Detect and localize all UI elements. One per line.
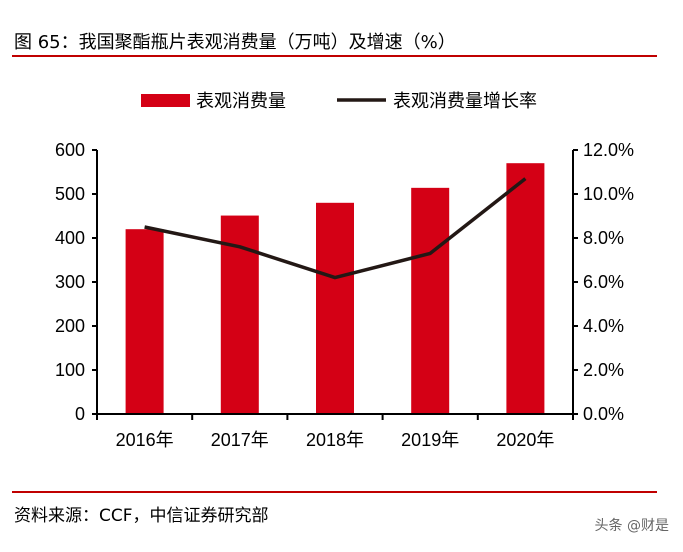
left-tick-label-3: 300 [55,272,85,292]
legend-bar-label: 表观消费量 [196,91,286,111]
right-tick-label-4: 8.0% [583,228,624,248]
x-tick-label-1: 2017年 [211,430,269,450]
chart-title: 图 65：我国聚酯瓶片表观消费量（万吨）及增速（%） [14,32,456,53]
source-note: 资料来源：CCF，中信证券研究部 [14,506,269,526]
x-tick-label-2: 2018年 [306,430,364,450]
bar-2 [316,202,354,414]
x-tick-label-4: 2020年 [496,430,554,450]
left-tick-label-0: 0 [75,404,85,424]
bar-3 [411,187,450,414]
right-tick-label-0: 0.0% [583,404,624,424]
right-tick-label-5: 10.0% [583,184,634,204]
legend-bar-swatch [141,94,190,107]
left-tick-label-6: 600 [55,140,85,160]
left-tick-label-5: 500 [55,184,85,204]
left-tick-label-2: 200 [55,316,85,336]
title-divider [12,55,657,57]
right-tick-label-1: 2.0% [583,360,624,380]
bar-4 [506,163,545,414]
x-tick-label-3: 2019年 [401,430,459,450]
legend-line-label: 表观消费量增长率 [393,91,537,111]
source-divider [12,491,657,493]
x-tick-label-0: 2016年 [116,430,174,450]
watermark: 头条 @财是 [594,518,669,534]
right-tick-label-3: 6.0% [583,272,624,292]
right-tick-label-2: 4.0% [583,316,624,336]
left-tick-label-4: 400 [55,228,85,248]
left-tick-label-1: 100 [55,360,85,380]
right-tick-label-6: 12.0% [583,140,634,160]
chart: 0 100 200 300 400 500 600 0.0% 2.0% 4.0% 6.0% 8.0% 1… [55,91,634,450]
bar-0 [125,229,164,414]
